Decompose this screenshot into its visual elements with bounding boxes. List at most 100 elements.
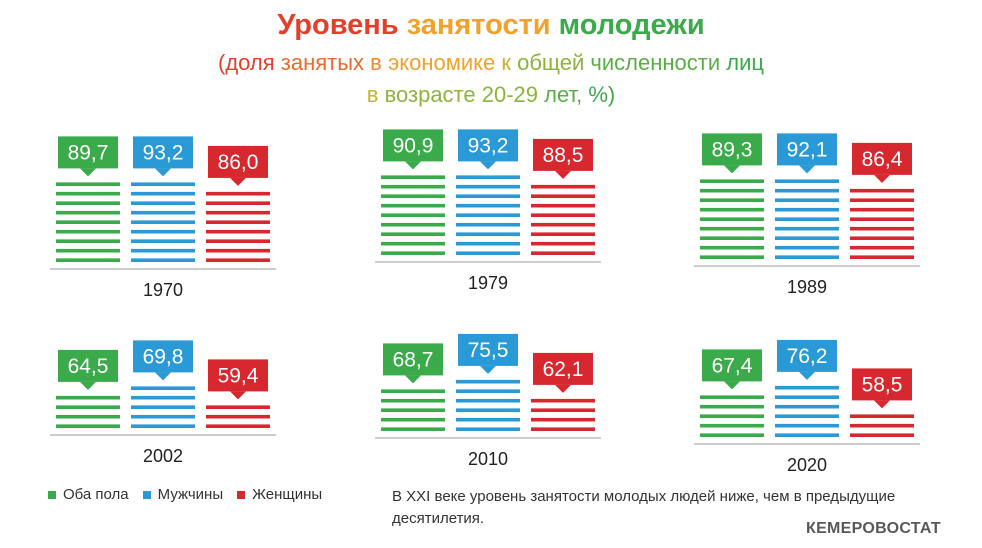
bar-stripe	[700, 198, 764, 202]
bar-stripe	[381, 241, 445, 246]
value-label-women: 59,4	[208, 359, 268, 400]
bar-stripe	[456, 398, 520, 403]
chart-subtitle-line2: в возрасте 20-29 лет, %)	[0, 80, 982, 110]
bar-stripe	[700, 423, 764, 428]
bar-stripe	[56, 239, 120, 243]
value-label-pointer	[724, 165, 740, 174]
value-label-pointer	[155, 168, 171, 177]
subtitle-word: лет,	[544, 82, 589, 107]
value-label-box	[208, 359, 268, 392]
panel-1970: 1970 89,7 93,2 86,0	[50, 136, 276, 300]
subtitle-word: возрасте	[384, 82, 482, 107]
value-label-text: 67,4	[712, 354, 753, 377]
bar-women	[531, 184, 595, 255]
value-label-text: 90,9	[393, 134, 434, 157]
bar-stripe	[381, 427, 445, 431]
panel-2002: 2002 64,5 69,8 59,4	[50, 340, 276, 466]
value-label-pointer	[724, 381, 740, 390]
bar-stripe	[456, 213, 520, 217]
value-label-text: 68,7	[393, 348, 434, 371]
panel-2010: 2010 68,7 75,5 62,1	[375, 333, 601, 469]
value-label-pointer	[555, 384, 571, 393]
subtitle-word: (доля	[218, 50, 281, 75]
title-part: Уровень	[277, 9, 399, 41]
bar-stripe	[381, 389, 445, 393]
value-label-box	[208, 145, 268, 178]
bar-stripe	[56, 210, 120, 215]
bar-stripe	[456, 379, 520, 384]
bar-stripe	[206, 414, 270, 419]
legend-label: Оба пола	[63, 486, 129, 503]
bar-stripe	[381, 184, 445, 189]
bar-stripe	[56, 405, 120, 409]
value-label-pointer	[80, 168, 96, 177]
bar-stripe	[775, 404, 839, 409]
legend-swatch-both	[48, 490, 56, 499]
bar-stripe	[456, 184, 520, 189]
value-label-box	[58, 349, 118, 382]
value-label-both: 89,3	[702, 133, 762, 174]
value-label-box	[702, 133, 762, 166]
subtitle-word: занятых	[280, 50, 371, 75]
value-label-box	[133, 340, 193, 373]
bar-stripe	[775, 385, 839, 390]
value-label-box	[777, 133, 837, 166]
bar-stripe	[381, 203, 445, 208]
value-label-women: 86,0	[208, 145, 268, 186]
bar-stripe	[850, 236, 914, 240]
bar-stripe	[456, 203, 520, 208]
bar-stripe	[700, 226, 764, 231]
bar-stripe	[850, 433, 914, 437]
bar-stripe	[381, 417, 445, 422]
bar-both	[56, 182, 120, 262]
bar-stripe	[131, 220, 195, 224]
panel-2020: 2020 67,4 76,2 58,5	[694, 339, 920, 475]
value-label-women: 86,4	[852, 142, 912, 183]
bar-men	[131, 182, 195, 262]
chart-title: Уровень занятости молодежи	[0, 8, 982, 42]
bar-stripe	[775, 255, 839, 259]
bar-stripe	[531, 398, 595, 403]
value-label-box	[383, 343, 443, 376]
bar-stripe	[775, 226, 839, 231]
bar-stripe	[206, 405, 270, 409]
bar-women	[850, 414, 914, 437]
value-label-pointer	[80, 381, 96, 390]
bar-stripe	[700, 217, 764, 221]
value-label-pointer	[230, 177, 246, 186]
bar-stripe	[56, 424, 120, 428]
bar-stripe	[456, 194, 520, 198]
bar-stripe	[381, 408, 445, 412]
bar-stripe	[456, 175, 520, 179]
bar-stripe	[775, 198, 839, 202]
subtitle-word: лиц	[726, 50, 764, 75]
bar-stripe	[131, 229, 195, 234]
value-label-pointer	[480, 365, 496, 374]
bar-both	[381, 389, 445, 431]
value-label-text: 62,1	[543, 358, 584, 381]
value-label-men: 76,2	[777, 339, 837, 380]
bar-stripe	[531, 222, 595, 227]
value-label-text: 88,5	[543, 144, 584, 167]
source-label: КЕМЕРОВОСТАТ	[806, 520, 941, 537]
bar-stripe	[850, 188, 914, 193]
bar-stripe	[700, 414, 764, 418]
value-label-box	[852, 368, 912, 401]
value-label-text: 86,4	[862, 148, 903, 171]
bar-stripe	[131, 258, 195, 262]
value-label-both: 90,9	[383, 129, 443, 170]
bar-stripe	[775, 236, 839, 240]
bar-stripe	[381, 398, 445, 403]
value-label-text: 89,3	[712, 138, 753, 161]
value-label-both: 89,7	[58, 136, 118, 177]
subtitle-word: численности	[590, 50, 727, 75]
subtitle-word: общей	[517, 50, 591, 75]
bar-stripe	[206, 239, 270, 243]
bar-women	[850, 188, 914, 259]
value-label-men: 93,2	[133, 136, 193, 177]
bar-women	[531, 398, 595, 431]
note-text: В XXI веке уровень занятости молодых люд…	[392, 488, 896, 527]
subtitle-word: %)	[588, 82, 616, 107]
value-label-text: 92,1	[787, 138, 828, 161]
bar-stripe	[56, 414, 120, 419]
